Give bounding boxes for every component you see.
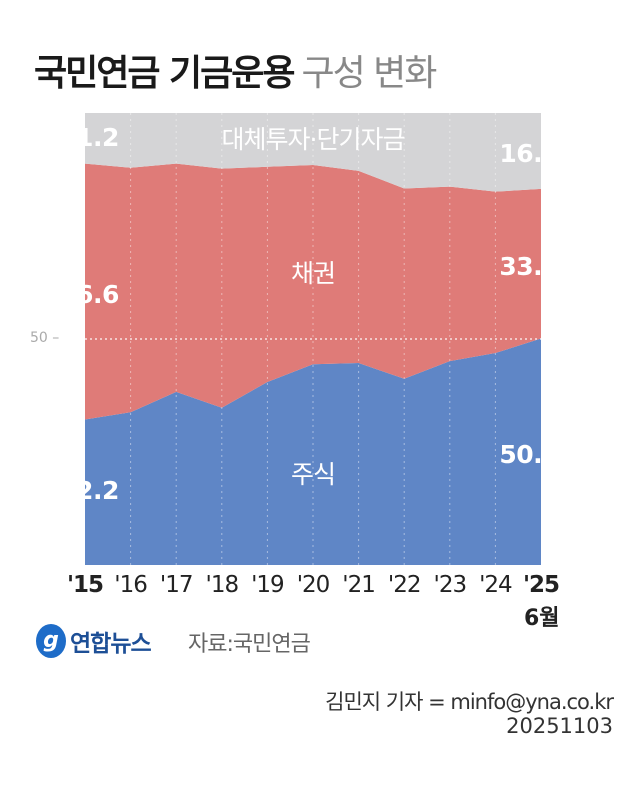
alt-end-label: 16.8% bbox=[499, 139, 584, 168]
x-tick-label: '22 bbox=[387, 572, 422, 598]
source: 자료:국민연금 bbox=[188, 632, 311, 657]
series-label-bond: 채권 bbox=[290, 259, 336, 288]
chart-title: 국민연금 기금운용 구성 변화 bbox=[34, 44, 438, 96]
reference-50-label: 50 – bbox=[30, 330, 60, 346]
x-tick-label: '19 bbox=[251, 572, 285, 598]
title-sub: 구성 변화 bbox=[301, 53, 438, 94]
bond-end-label: 33.1% bbox=[499, 252, 584, 281]
x-tick-label: '15 bbox=[66, 572, 104, 598]
area-bond bbox=[85, 163, 541, 420]
yonhap-logo: g 연합뉴스 bbox=[36, 624, 152, 658]
series-label-alt: 대체투자·단기자금 bbox=[221, 125, 406, 154]
month-note: 6월 bbox=[524, 606, 560, 631]
x-tick-label: '18 bbox=[205, 572, 240, 598]
area-stock bbox=[85, 338, 541, 565]
x-tick-label: '16 bbox=[114, 572, 148, 598]
stock-end-label: 50.1% bbox=[499, 440, 584, 469]
area-alt bbox=[85, 113, 541, 192]
series-label-stock: 주식 bbox=[290, 460, 336, 489]
x-tick-label: '23 bbox=[433, 572, 468, 598]
x-tick-label: '21 bbox=[342, 572, 376, 598]
x-tick-label: '17 bbox=[159, 572, 194, 598]
stock-start-label: 32.2 bbox=[59, 476, 119, 505]
byline: 김민지 기자 = minfo@yna.co.kr bbox=[325, 690, 614, 714]
bond-start-label: 56.6 bbox=[59, 280, 119, 309]
x-tick-label: '24 bbox=[479, 572, 513, 598]
x-tick-label: '25 bbox=[522, 572, 560, 598]
alt-start-label: 11.2 bbox=[59, 123, 119, 152]
logo-icon: g bbox=[36, 624, 66, 658]
x-tick-label: '20 bbox=[296, 572, 331, 598]
date: 20251103 bbox=[506, 714, 613, 738]
title-main: 국민연금 기금운용 bbox=[34, 53, 295, 94]
